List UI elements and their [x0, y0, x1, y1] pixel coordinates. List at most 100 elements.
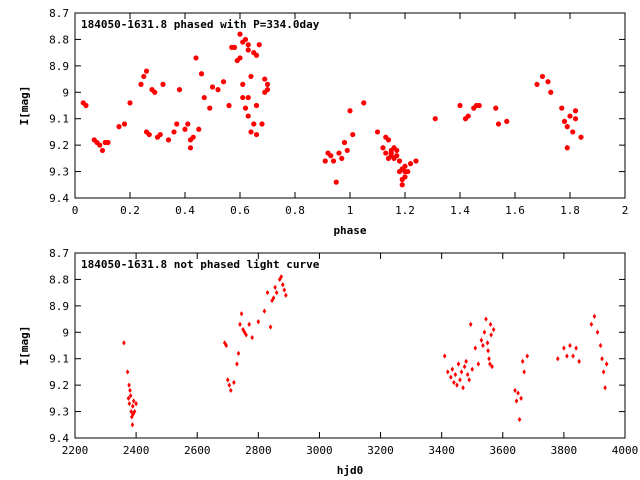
data-point	[516, 390, 520, 396]
data-point	[259, 121, 265, 127]
data-point	[129, 408, 134, 415]
data-point	[461, 385, 465, 391]
data-point	[465, 371, 470, 378]
y-tick-label: 9	[62, 86, 69, 99]
data-point	[445, 369, 450, 375]
y-tick-label: 9.1	[49, 113, 69, 126]
data-point	[201, 94, 207, 101]
data-point	[574, 345, 578, 351]
data-point	[127, 100, 133, 106]
y-tick-label: 8.7	[49, 7, 69, 20]
x-tick-label: 2600	[184, 444, 211, 457]
data-point	[126, 395, 131, 401]
data-point	[220, 79, 227, 85]
y-axis-label: I[mag]	[18, 326, 31, 366]
data-point	[484, 316, 488, 322]
x-tick-label: 2	[622, 204, 629, 217]
data-point	[130, 403, 135, 409]
data-point	[209, 84, 216, 90]
data-point	[256, 42, 262, 48]
data-point	[262, 76, 268, 82]
data-point	[245, 94, 251, 101]
data-point	[245, 47, 251, 53]
y-tick-label: 9.4	[49, 432, 69, 445]
data-point	[380, 145, 386, 151]
x-tick-label: 1.4	[450, 204, 470, 217]
data-point	[121, 121, 128, 127]
data-point	[361, 100, 367, 106]
data-point	[399, 182, 405, 188]
data-point	[482, 329, 487, 335]
data-point	[402, 163, 408, 169]
data-point	[245, 113, 251, 119]
data-point	[562, 345, 566, 351]
x-tick-label: 0.2	[120, 204, 140, 217]
data-point	[394, 153, 400, 159]
data-point	[504, 118, 510, 124]
data-point	[264, 87, 271, 93]
data-point	[273, 284, 277, 290]
data-point	[559, 105, 565, 111]
data-point	[567, 113, 573, 119]
data-point	[185, 121, 191, 127]
data-point	[555, 356, 560, 362]
data-point	[127, 401, 132, 407]
data-point	[250, 334, 255, 341]
data-point	[224, 342, 229, 349]
data-point	[134, 401, 138, 407]
data-point	[105, 139, 111, 146]
data-point	[146, 131, 152, 138]
data-point	[455, 382, 459, 388]
data-point	[125, 369, 130, 375]
chart-title: 184050-1631.8 not phased light curve	[81, 258, 320, 271]
data-point	[388, 150, 394, 156]
data-point	[244, 332, 248, 338]
data-point	[198, 71, 205, 77]
data-point	[279, 274, 284, 280]
data-point	[242, 36, 249, 43]
data-point	[589, 321, 594, 327]
x-tick-label: 4000	[612, 444, 639, 457]
data-point	[196, 126, 202, 132]
x-axis-label: hjd0	[337, 464, 364, 477]
data-point	[456, 361, 461, 367]
data-point	[341, 139, 348, 146]
x-tick-label: 3600	[490, 444, 517, 457]
data-point	[193, 55, 199, 61]
data-point	[241, 327, 245, 333]
x-tick-label: 1.2	[395, 204, 415, 217]
data-point	[476, 102, 482, 109]
data-point	[468, 321, 473, 327]
x-tick-label: 2800	[245, 444, 272, 457]
data-point	[253, 102, 260, 109]
data-point	[248, 129, 254, 135]
data-point	[83, 102, 89, 109]
x-tick-label: 2200	[62, 444, 89, 457]
data-point	[396, 158, 403, 164]
data-point	[131, 398, 136, 404]
data-point	[571, 353, 575, 359]
data-point	[394, 147, 400, 154]
data-point	[235, 361, 239, 367]
data-point	[152, 89, 158, 95]
data-point	[222, 340, 227, 346]
data-point	[603, 385, 607, 391]
data-point	[565, 353, 569, 359]
data-point	[488, 321, 493, 327]
data-point	[215, 87, 221, 93]
chart-title: 184050-1631.8 phased with P=334.0day	[81, 18, 320, 31]
data-point	[481, 342, 485, 349]
data-point	[262, 308, 267, 314]
data-point	[130, 422, 135, 428]
data-point	[237, 55, 243, 61]
data-point	[174, 121, 180, 127]
data-point	[385, 137, 392, 143]
y-tick-label: 9.1	[49, 353, 69, 366]
data-point	[572, 116, 579, 122]
data-point	[226, 102, 232, 109]
data-point	[561, 118, 568, 124]
data-point	[347, 108, 353, 114]
plot-frame	[74, 252, 626, 439]
data-point	[330, 158, 337, 164]
data-point	[442, 353, 447, 359]
